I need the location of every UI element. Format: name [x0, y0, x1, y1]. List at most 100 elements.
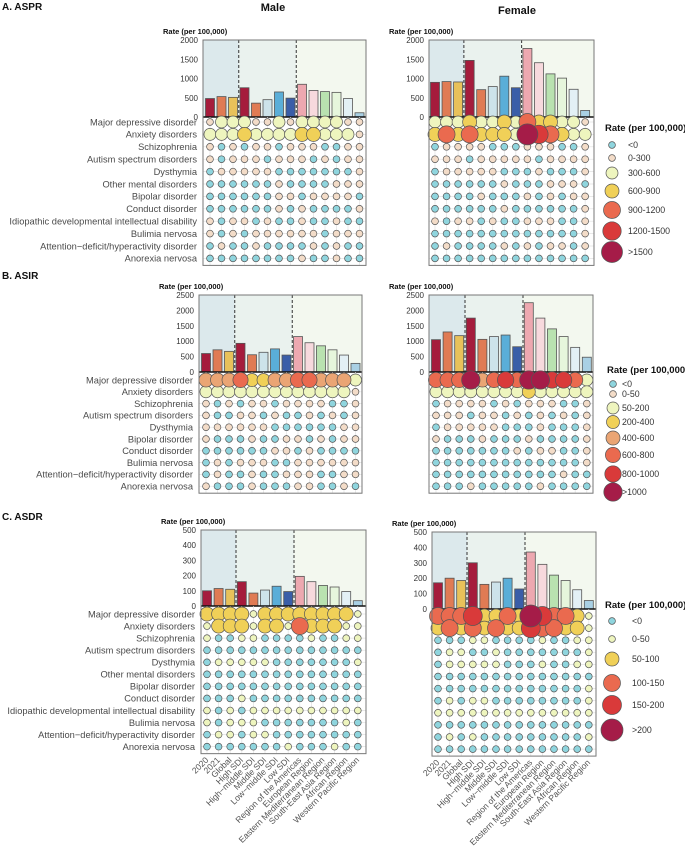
bar-2021 [216, 96, 227, 118]
dot-0-50 [328, 458, 337, 467]
dot-0-300 [229, 229, 237, 238]
dot-<0 [503, 721, 512, 729]
legend-title: Rate (per 100,000) [605, 600, 685, 611]
dot-0-300 [355, 167, 364, 176]
dot-<0 [561, 636, 570, 644]
dot-0-300 [206, 143, 214, 151]
dot-<0 [217, 180, 226, 188]
row-label: Attention−deficit/hyperactivity disorder [40, 241, 197, 251]
dot-<0 [536, 435, 545, 443]
dot-<0 [296, 718, 304, 727]
dot-<0 [503, 672, 512, 681]
dot-100-150 [498, 607, 517, 625]
dot-0-50 [226, 706, 234, 715]
dot-50-100 [327, 618, 342, 634]
dot-<0 [354, 718, 362, 727]
dot-<0 [515, 672, 523, 681]
row-label: Conduct disorder [124, 694, 195, 704]
dot-<0 [225, 458, 233, 467]
dot-<0 [535, 180, 543, 188]
bar-high-sdi [464, 60, 475, 118]
dot-<0 [317, 447, 325, 455]
bar-high-sdi [236, 581, 247, 607]
y-tick-label: 1500 [180, 55, 198, 64]
row-label: Dysthymia [154, 167, 198, 177]
dot-<0 [240, 242, 249, 250]
dot-<0 [309, 205, 318, 213]
dot-<0 [501, 458, 510, 467]
dot-<0 [229, 254, 237, 263]
dot-<0 [340, 399, 348, 408]
dot-<0 [317, 423, 325, 431]
dot-<0 [328, 447, 337, 455]
y-axis-label: Rate (per 100,000) [389, 282, 454, 291]
dot-0-300 [477, 167, 485, 176]
y-tick-label: 0 [420, 368, 425, 377]
dot-0-50 [284, 622, 292, 630]
dot-<0 [344, 167, 352, 176]
dot-0-50 [342, 706, 350, 715]
bar-high-middle-sdi [477, 338, 488, 373]
y-tick-label: 2000 [176, 306, 194, 315]
dot-0-300 [252, 155, 260, 163]
dot-300-600 [272, 115, 286, 129]
dot-<0 [202, 447, 210, 455]
dot-<0 [538, 672, 547, 681]
dot-0-50 [226, 658, 234, 666]
dot-0-300 [355, 229, 364, 238]
dot-0-50 [317, 399, 325, 408]
dot-300-600 [307, 115, 320, 129]
row-label: Bipolar disorder [130, 682, 195, 692]
dot-<0 [284, 694, 292, 703]
y-tick-label: 500 [411, 353, 425, 362]
dot-<0 [538, 733, 547, 741]
dot-<0 [214, 706, 223, 715]
dot-<0 [432, 399, 440, 408]
y-tick-label: 200 [414, 574, 428, 583]
dot-0-300 [332, 180, 341, 188]
bar-low-middle-sdi [270, 348, 280, 373]
dot-<0 [214, 682, 223, 691]
dot-800-1000 [497, 371, 515, 389]
dot-0-300 [263, 229, 272, 238]
bar-region-of-the-americas [293, 336, 303, 373]
dot-<0 [546, 205, 555, 213]
dot-0-50 [490, 411, 498, 420]
dot-<0 [261, 634, 269, 642]
dot-<0 [263, 155, 272, 163]
dot-<0 [500, 254, 509, 263]
dot-<0 [319, 658, 327, 666]
dot-<0 [203, 670, 211, 679]
dot-0-50 [248, 482, 256, 490]
dot-<0 [296, 646, 304, 654]
dot-<0 [550, 660, 558, 669]
bar-region-of-the-americas [297, 83, 307, 118]
dot-<0 [512, 180, 520, 188]
dot-<0 [296, 694, 304, 703]
dot-0-300 [442, 155, 451, 163]
y-tick-label: 500 [183, 526, 197, 535]
dot-<0 [286, 180, 295, 188]
dot-0-50 [480, 696, 489, 705]
dot-<0 [559, 399, 568, 408]
row-label: Major depressive disorder [86, 375, 193, 385]
dot-<0 [332, 205, 341, 213]
dot-<0 [226, 646, 234, 654]
dot-<0 [330, 730, 339, 739]
row-label: Bulimia nervosa [129, 718, 196, 728]
dot-<0 [536, 470, 545, 479]
dot-<0 [535, 254, 543, 263]
dot-<0 [271, 482, 279, 490]
dot-<0 [296, 730, 304, 739]
chart-frame [200, 529, 367, 755]
legend-swatch [609, 390, 617, 398]
dot-0-50 [478, 399, 487, 408]
dot-<0 [355, 217, 364, 225]
dot-<0 [571, 411, 579, 420]
bar-western-pacific-region [352, 600, 363, 607]
dot-50-200 [476, 385, 489, 399]
dot-0-300 [263, 167, 272, 176]
dot-0-50 [248, 435, 256, 443]
dot-0-300 [454, 155, 462, 163]
dot-0-300 [298, 143, 306, 151]
